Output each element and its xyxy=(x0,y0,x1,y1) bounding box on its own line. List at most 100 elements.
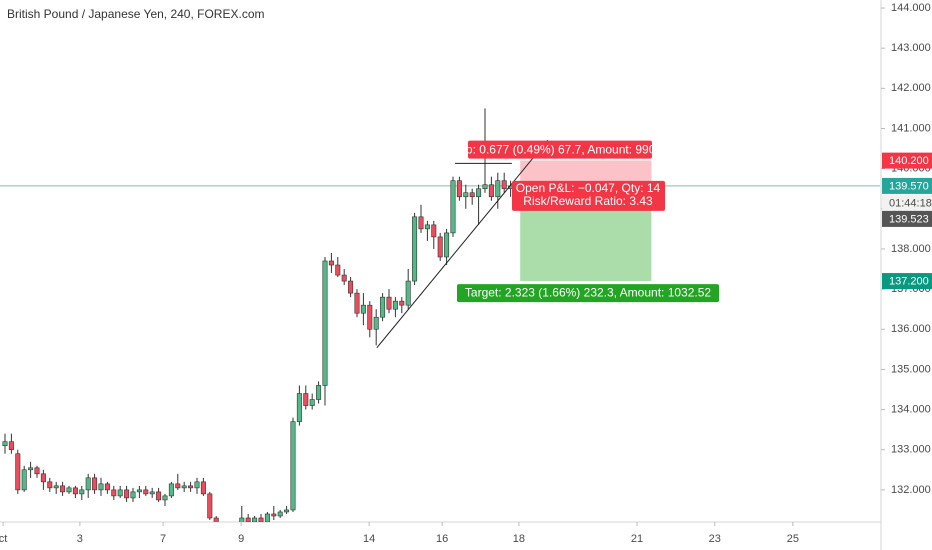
candle-body xyxy=(34,467,40,475)
candle-body xyxy=(469,192,475,198)
candle-body xyxy=(380,296,386,318)
y-tick-label: 142.000 xyxy=(891,82,931,94)
candle-body xyxy=(341,274,347,282)
candle-body xyxy=(271,513,277,517)
candle-body xyxy=(463,192,469,198)
candle-body xyxy=(412,216,418,282)
candle-body xyxy=(482,184,488,190)
candle-body xyxy=(444,232,450,258)
countdown-box xyxy=(882,194,932,211)
candle-body xyxy=(277,511,283,517)
x-tick-label: ct xyxy=(0,533,7,545)
candle-body xyxy=(168,483,174,497)
candle-body xyxy=(79,489,85,495)
y-tick-label: 135.000 xyxy=(891,363,931,375)
y-tick-label: 143.000 xyxy=(891,42,931,54)
candle-body xyxy=(28,467,34,471)
target-label-box xyxy=(457,284,719,303)
candle-body xyxy=(303,393,309,406)
y-tick-label: 138.000 xyxy=(891,243,931,255)
candle-body xyxy=(354,292,360,314)
candle-body xyxy=(264,513,270,522)
plot-area: Stop: 0.677 (0.49%) 67.7, Amount: 990.52… xyxy=(0,108,880,522)
candle-body xyxy=(258,517,264,522)
candle-body xyxy=(456,180,462,198)
chart-title: British Pound / Japanese Yen, 240, FOREX… xyxy=(7,7,264,21)
candle-body xyxy=(124,489,130,499)
price-tag xyxy=(882,177,932,194)
candle-body xyxy=(175,483,181,489)
x-tick-label: 16 xyxy=(436,533,448,545)
rr-label: Risk/Reward Ratio: 3.43 xyxy=(523,194,653,208)
target-label: Target: 2.323 (1.66%) 232.3, Amount: 103… xyxy=(465,286,711,300)
y-tick-label: 144.000 xyxy=(891,2,931,14)
candle-body xyxy=(53,485,59,489)
candle-body xyxy=(66,487,72,493)
x-tick-label: 9 xyxy=(238,533,244,545)
candle-body xyxy=(239,517,245,522)
candle-body xyxy=(40,473,46,483)
x-tick-label: 23 xyxy=(709,533,721,545)
candle-body xyxy=(162,495,168,501)
candle-body xyxy=(418,216,424,230)
candle-body xyxy=(431,224,437,238)
candle-body xyxy=(181,485,187,489)
price-tag xyxy=(882,152,932,169)
candle-body xyxy=(47,481,53,489)
candle-body xyxy=(117,489,123,497)
y-tick-label: 132.000 xyxy=(891,484,931,496)
candle-body xyxy=(495,180,501,198)
stop-label: Stop: 0.677 (0.49%) 67.7, Amount: 990.52 xyxy=(448,142,672,156)
candle-body xyxy=(2,441,8,447)
candle-body xyxy=(316,385,322,400)
x-tick-label: 25 xyxy=(787,533,799,545)
y-tick-label: 133.000 xyxy=(891,444,931,456)
candle-body xyxy=(149,491,155,495)
candle-body xyxy=(373,316,379,330)
candle-body xyxy=(188,485,194,489)
candle-body xyxy=(111,489,117,497)
y-tick-label: 141.000 xyxy=(891,122,931,134)
trendline xyxy=(376,139,549,349)
candle-body xyxy=(104,483,110,491)
price-tag xyxy=(882,273,932,290)
candle-body xyxy=(284,509,290,513)
candle-body xyxy=(437,236,443,258)
candle-body xyxy=(322,260,328,386)
candle-body xyxy=(252,517,258,522)
candle-body xyxy=(21,469,27,491)
x-tick-label: 7 xyxy=(160,533,166,545)
candle-body xyxy=(450,180,456,234)
candle-body xyxy=(60,485,66,493)
x-tick-label: 21 xyxy=(631,533,643,545)
candle-body xyxy=(130,491,136,499)
candle-body xyxy=(92,477,98,491)
x-tick-label: 14 xyxy=(363,533,375,545)
price-tag-label: 137.200 xyxy=(889,275,929,287)
pnl-label: Open P&L: −0.047, Qty: 14 xyxy=(516,181,661,195)
candle-body xyxy=(476,188,482,198)
price-tag-label: 139.570 xyxy=(889,180,929,192)
candle-body xyxy=(200,481,206,495)
candle-body xyxy=(85,477,91,491)
candle-body xyxy=(15,453,21,491)
candle-body xyxy=(386,296,392,310)
candle-body xyxy=(72,487,78,495)
candle-body xyxy=(143,489,149,495)
candle-body xyxy=(156,491,162,501)
candle-body xyxy=(367,304,373,330)
candle-body xyxy=(392,300,398,310)
candle-body xyxy=(488,184,494,198)
candle-body xyxy=(348,280,354,294)
candle-body xyxy=(245,517,251,522)
countdown: 01:44:18 xyxy=(889,197,932,209)
stop-label-box xyxy=(468,140,652,159)
candle-body xyxy=(360,304,366,314)
price-tag-label: 140.200 xyxy=(889,155,929,167)
candle-body xyxy=(501,180,507,190)
candle-body xyxy=(98,483,104,491)
candle-body xyxy=(213,517,219,522)
